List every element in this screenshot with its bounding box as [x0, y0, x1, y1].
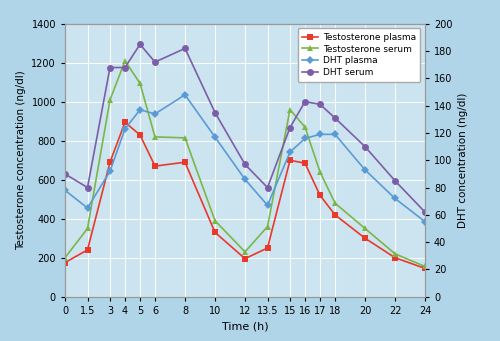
Line: Testosterone plasma: Testosterone plasma: [62, 119, 428, 271]
DHT plasma: [122, 127, 128, 131]
Line: Testosterone serum: Testosterone serum: [62, 57, 428, 270]
DHT plasma: [317, 132, 323, 136]
Testosterone serum: [137, 81, 143, 85]
DHT serum: [302, 100, 308, 104]
Testosterone plasma: [62, 261, 68, 265]
DHT serum: [152, 60, 158, 64]
DHT serum: [332, 116, 338, 120]
Testosterone serum: [392, 252, 398, 256]
Line: DHT plasma: DHT plasma: [62, 92, 428, 224]
Testosterone plasma: [287, 158, 293, 162]
Testosterone serum: [212, 219, 218, 223]
Testosterone plasma: [422, 266, 428, 270]
Testosterone serum: [242, 250, 248, 254]
DHT plasma: [152, 112, 158, 116]
DHT serum: [422, 210, 428, 214]
DHT serum: [317, 102, 323, 106]
Testosterone plasma: [107, 160, 113, 164]
DHT plasma: [302, 136, 308, 140]
DHT serum: [62, 172, 68, 176]
Testosterone serum: [62, 256, 68, 260]
DHT serum: [182, 46, 188, 50]
DHT serum: [362, 145, 368, 149]
DHT serum: [122, 65, 128, 70]
DHT plasma: [137, 108, 143, 112]
DHT serum: [212, 110, 218, 115]
Testosterone plasma: [182, 160, 188, 164]
Testosterone serum: [287, 107, 293, 112]
DHT serum: [264, 186, 270, 190]
Testosterone serum: [122, 59, 128, 63]
DHT serum: [392, 179, 398, 183]
Testosterone serum: [107, 98, 113, 102]
DHT serum: [287, 125, 293, 130]
Testosterone plasma: [137, 133, 143, 137]
Testosterone serum: [317, 170, 323, 174]
DHT plasma: [362, 168, 368, 172]
DHT plasma: [392, 196, 398, 201]
DHT plasma: [264, 203, 270, 207]
Testosterone plasma: [317, 193, 323, 197]
Testosterone plasma: [212, 230, 218, 234]
Y-axis label: DHT concentration (ng/dl): DHT concentration (ng/dl): [458, 93, 468, 228]
Testosterone serum: [84, 226, 90, 231]
X-axis label: Time (h): Time (h): [222, 321, 268, 331]
DHT plasma: [212, 135, 218, 139]
Testosterone serum: [302, 125, 308, 129]
Testosterone serum: [332, 201, 338, 205]
DHT serum: [242, 162, 248, 166]
Testosterone serum: [264, 224, 270, 228]
DHT serum: [137, 42, 143, 46]
Y-axis label: Testosterone concentration (ng/dl): Testosterone concentration (ng/dl): [16, 70, 26, 250]
Testosterone serum: [152, 135, 158, 139]
Testosterone plasma: [152, 164, 158, 168]
Testosterone serum: [182, 136, 188, 140]
Testosterone plasma: [302, 161, 308, 165]
DHT plasma: [62, 188, 68, 192]
DHT plasma: [332, 132, 338, 136]
Testosterone plasma: [392, 256, 398, 260]
Testosterone plasma: [84, 248, 90, 252]
DHT plasma: [182, 93, 188, 97]
Testosterone serum: [422, 264, 428, 268]
Line: DHT serum: DHT serum: [62, 41, 428, 216]
DHT plasma: [107, 169, 113, 173]
Testosterone plasma: [362, 236, 368, 240]
DHT plasma: [84, 206, 90, 210]
DHT plasma: [242, 177, 248, 181]
Testosterone plasma: [122, 120, 128, 124]
Testosterone serum: [362, 226, 368, 231]
Testosterone plasma: [242, 257, 248, 261]
Legend: Testosterone plasma, Testosterone serum, DHT plasma, DHT serum: Testosterone plasma, Testosterone serum,…: [298, 28, 420, 81]
Testosterone plasma: [264, 246, 270, 250]
DHT serum: [107, 65, 113, 70]
DHT plasma: [422, 220, 428, 224]
DHT serum: [84, 186, 90, 190]
DHT plasma: [287, 150, 293, 154]
Testosterone plasma: [332, 213, 338, 217]
